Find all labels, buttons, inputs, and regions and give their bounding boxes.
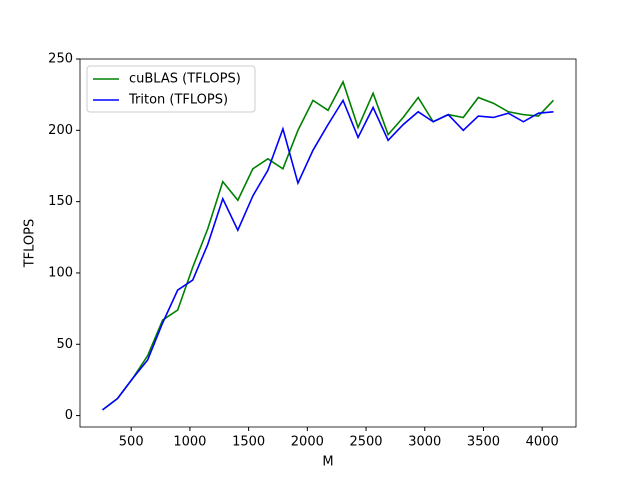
line-series [102,79,555,411]
y-tick-label: 50 [56,337,73,352]
x-tick-label: 1500 [232,435,265,450]
x-tick-label: 3000 [408,435,441,450]
x-tick-label: 2500 [349,435,382,450]
line-series [102,98,554,411]
plot-frame [79,58,577,428]
legend-label: Triton (TFLOPS) [128,93,228,108]
y-tick-label: 250 [48,52,73,67]
y-axis-label: TFLOPS [23,219,38,269]
x-tick-label: 1000 [173,435,206,450]
x-tick-label: 500 [119,435,144,450]
x-tick-label: 2000 [291,435,324,450]
legend-box [86,65,256,113]
y-tick-label: 0 [65,408,73,423]
x-tick-label: 4000 [526,435,559,450]
legend-label: cuBLAS (TFLOPS) [129,72,241,87]
y-tick-label: 200 [48,123,73,138]
y-tick-label: 100 [48,265,73,280]
x-axis-label: M [322,455,333,470]
x-tick-label: 3500 [467,435,500,450]
y-tick-label: 150 [48,194,73,209]
